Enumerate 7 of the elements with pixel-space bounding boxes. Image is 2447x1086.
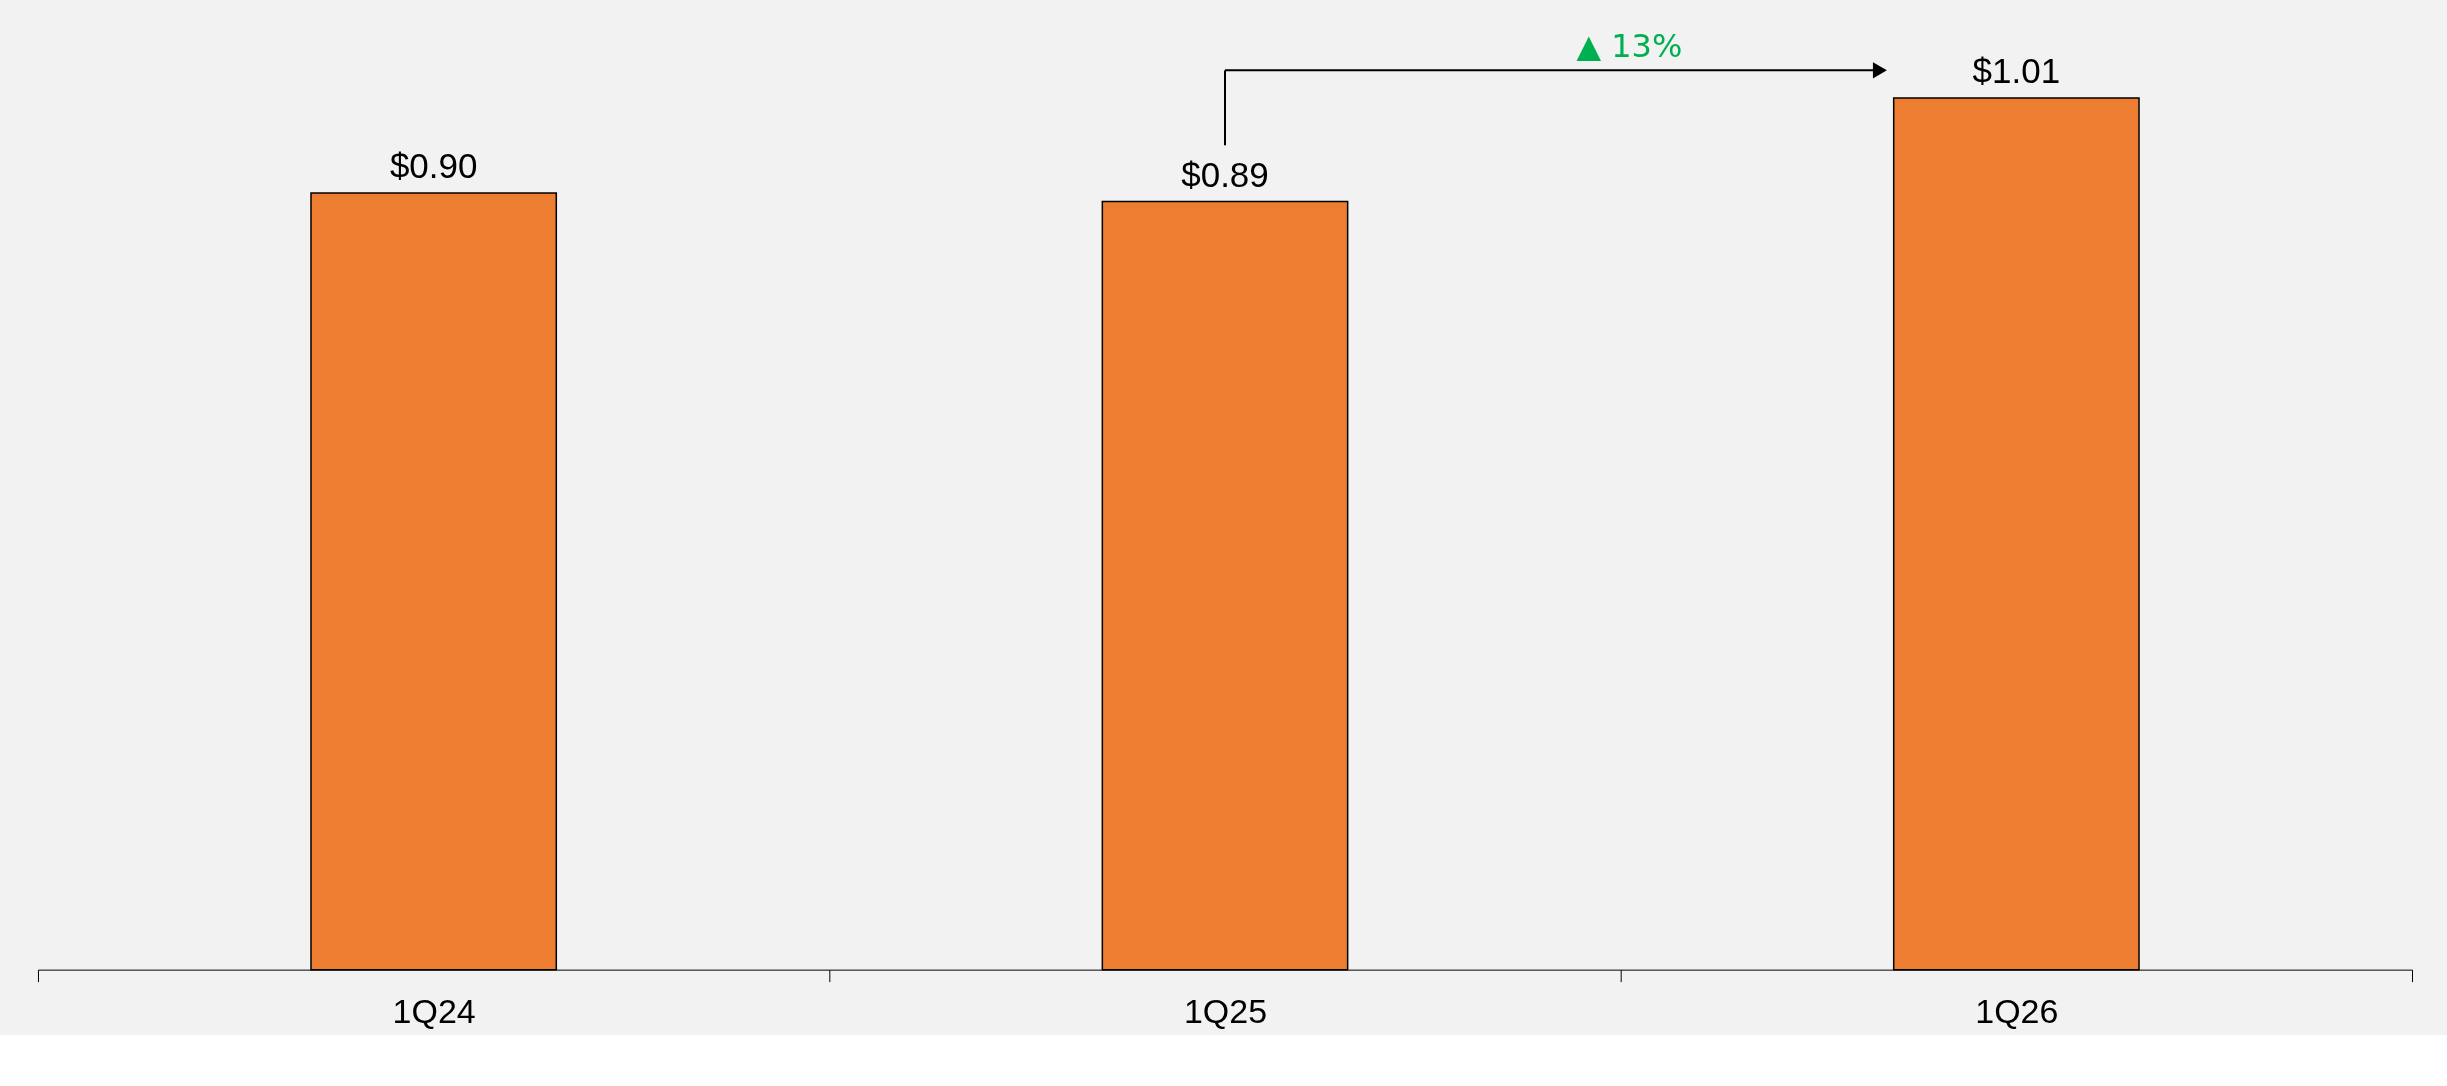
data-label: $0.89 [1181,154,1269,194]
data-label: $0.90 [389,146,478,185]
x-tick-label: 1Q26 [1975,992,2059,1031]
data-label: $1.01 [1972,51,2061,91]
x-tick-label: 1Q24 [392,992,476,1031]
x-tick-label: 1Q25 [1183,992,1268,1031]
text: ▲ 13% [1576,27,1683,66]
